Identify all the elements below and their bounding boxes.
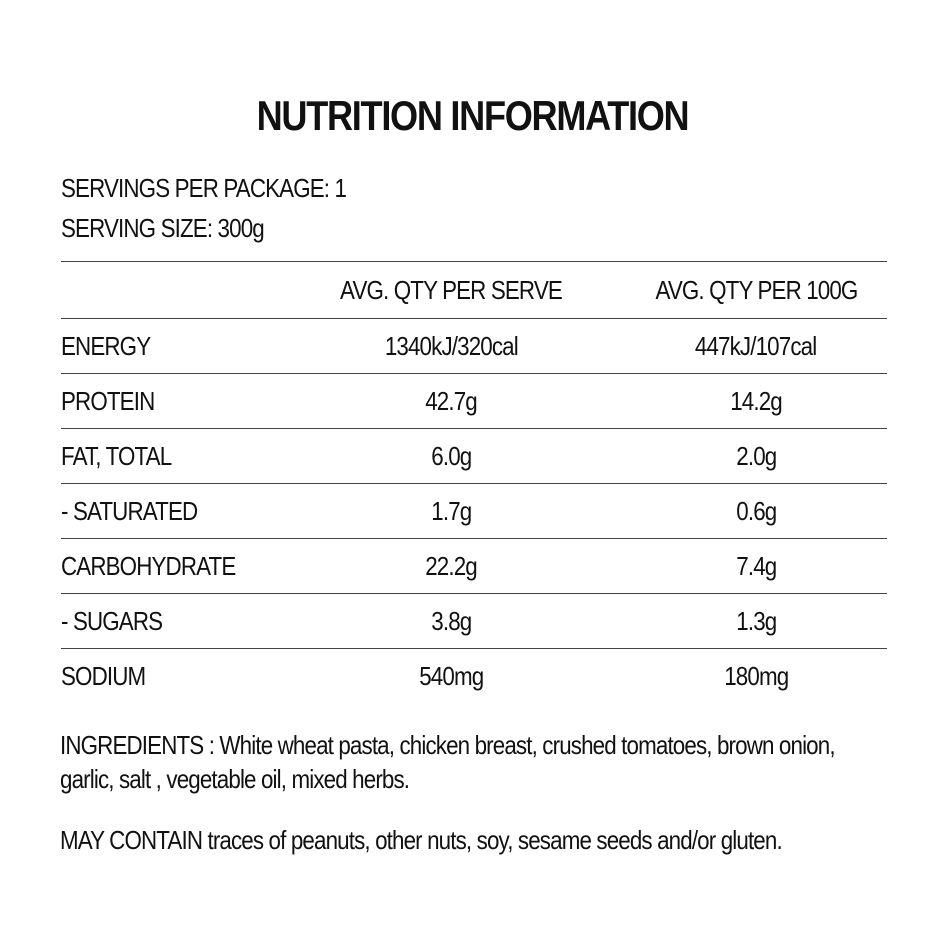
- table-row: ENERGY 1340kJ/320cal 447kJ/107cal: [61, 318, 887, 373]
- nutrient-name: FAT, TOTAL: [61, 440, 172, 471]
- may-contain-text: traces of peanuts, other nuts, soy, sesa…: [207, 825, 782, 855]
- serving-size-value: 300g: [217, 213, 265, 243]
- nutrient-name: - SUGARS: [61, 605, 163, 636]
- header-per-100g: AVG. QTY PER 100G: [654, 274, 858, 305]
- servings-per-package-value: 1: [334, 173, 347, 203]
- per-100g-value: 7.4g: [735, 550, 777, 581]
- per-serve-value: 1.7g: [430, 495, 472, 526]
- nutrition-table: AVG. QTY PER SERVE AVG. QTY PER 100G ENE…: [61, 261, 887, 703]
- nutrient-name: SODIUM: [61, 660, 146, 691]
- table-header-row: AVG. QTY PER SERVE AVG. QTY PER 100G: [61, 261, 887, 318]
- may-contain-label: MAY CONTAIN: [60, 825, 203, 855]
- per-100g-value: 14.2g: [730, 385, 783, 416]
- table-row: - SUGARS 3.8g 1.3g: [61, 593, 887, 648]
- per-100g-value: 447kJ/107cal: [695, 330, 817, 361]
- nutrient-name: - SATURATED: [61, 495, 198, 526]
- serving-size: SERVING SIZE: 300g: [61, 212, 265, 244]
- nutrient-name: CARBOHYDRATE: [61, 550, 236, 581]
- per-100g-value: 0.6g: [735, 495, 777, 526]
- table-row: CARBOHYDRATE 22.2g 7.4g: [61, 538, 887, 593]
- ingredients-statement: INGREDIENTS : White wheat pasta, chicken…: [60, 728, 886, 796]
- serving-size-label: SERVING SIZE:: [61, 213, 213, 243]
- ingredients-text: White wheat pasta, chicken breast, crush…: [60, 730, 836, 794]
- header-nutrient: [61, 262, 301, 318]
- table-row: FAT, TOTAL 6.0g 2.0g: [61, 428, 887, 483]
- servings-per-package-label: SERVINGS PER PACKAGE:: [61, 173, 330, 203]
- ingredients-label: INGREDIENTS :: [60, 730, 215, 760]
- per-serve-value: 6.0g: [430, 440, 472, 471]
- allergen-statement: MAY CONTAIN traces of peanuts, other nut…: [60, 823, 886, 857]
- table-row: - SATURATED 1.7g 0.6g: [61, 483, 887, 538]
- per-serve-value: 3.8g: [430, 605, 472, 636]
- table-row: SODIUM 540mg 180mg: [61, 648, 887, 703]
- per-serve-value: 22.2g: [425, 550, 478, 581]
- per-100g-value: 180mg: [723, 660, 789, 691]
- nutrient-name: ENERGY: [61, 330, 151, 361]
- per-serve-value: 1340kJ/320cal: [384, 330, 518, 361]
- servings-per-package: SERVINGS PER PACKAGE: 1: [61, 172, 347, 204]
- header-per-serve: AVG. QTY PER SERVE: [340, 274, 563, 305]
- nutrient-name: PROTEIN: [61, 385, 155, 416]
- per-serve-value: 42.7g: [425, 385, 478, 416]
- table-row: PROTEIN 42.7g 14.2g: [61, 373, 887, 428]
- page-title: NUTRITION INFORMATION: [256, 92, 690, 139]
- per-serve-value: 540mg: [418, 660, 484, 691]
- per-100g-value: 1.3g: [735, 605, 777, 636]
- per-100g-value: 2.0g: [735, 440, 777, 471]
